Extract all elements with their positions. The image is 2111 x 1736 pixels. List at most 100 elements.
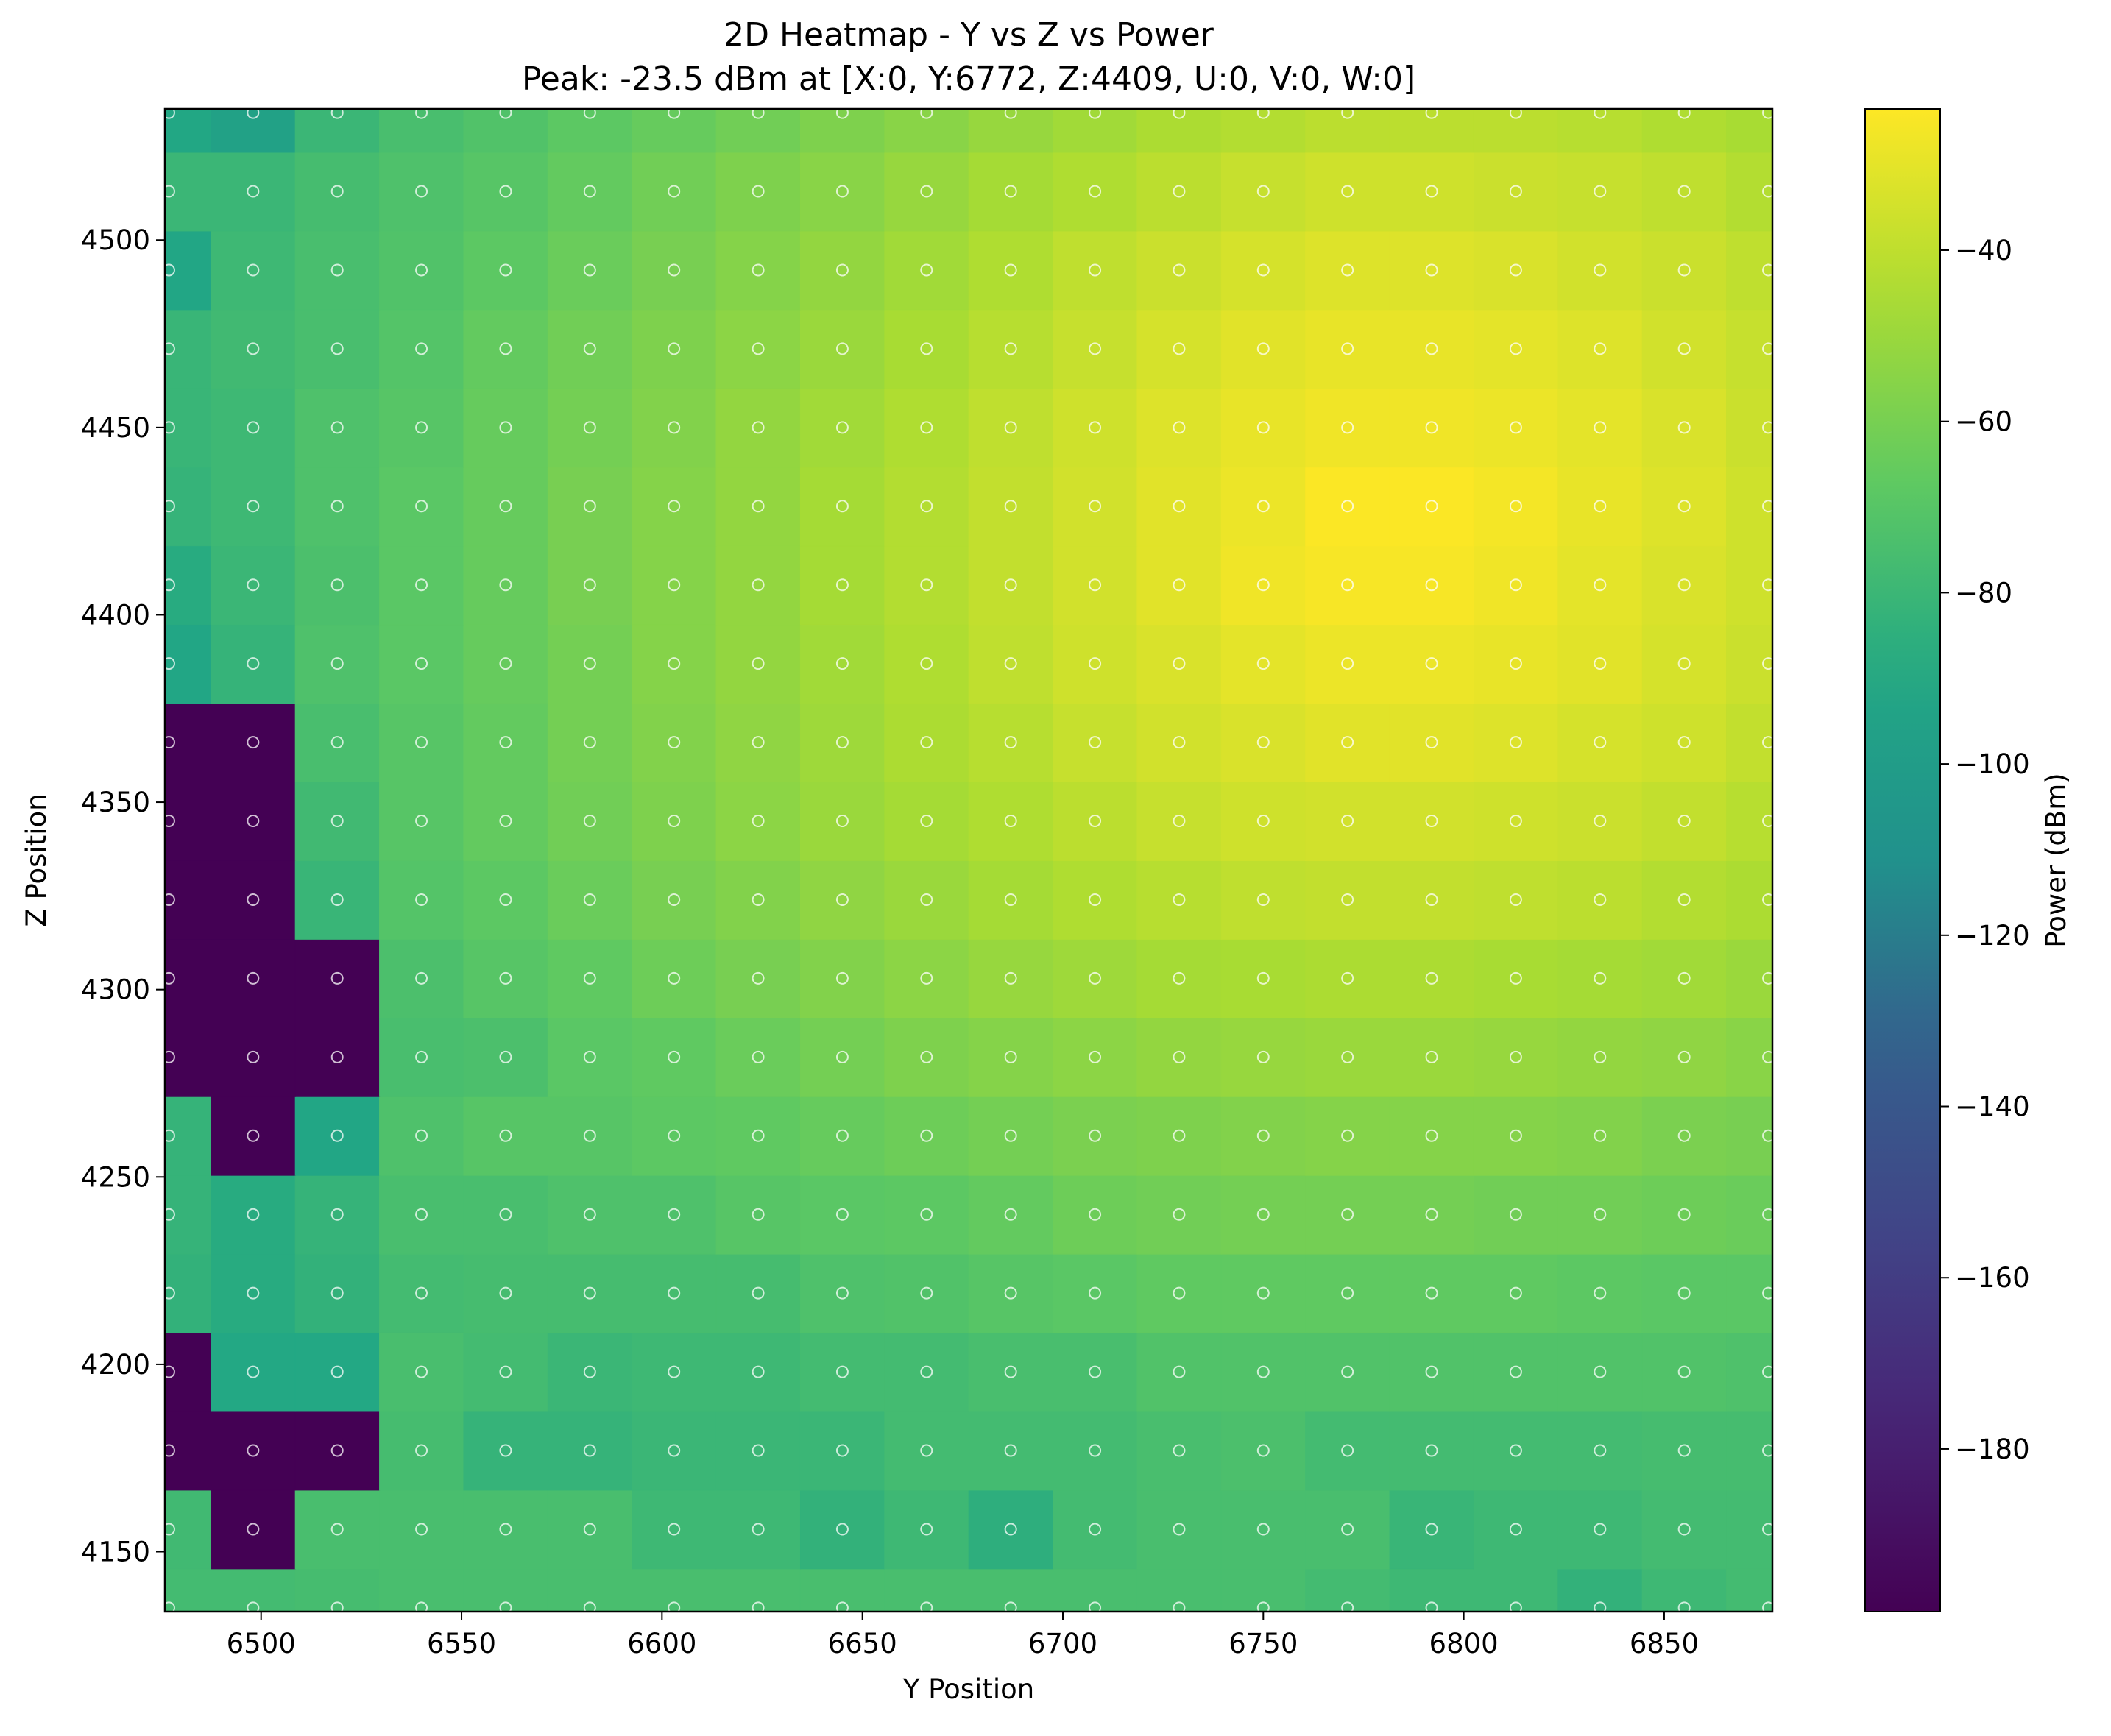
sample-marker (583, 185, 596, 198)
heatmap-cell (1053, 108, 1138, 153)
heatmap-cell (632, 1568, 717, 1612)
sample-marker (920, 815, 933, 828)
sample-marker (499, 893, 512, 906)
heatmap-cell (1220, 108, 1306, 153)
sample-marker (752, 1050, 765, 1063)
sample-marker (1762, 815, 1775, 828)
heatmap-cell (547, 781, 633, 861)
sample-marker (1509, 893, 1522, 906)
heatmap-cell (547, 467, 633, 547)
sample-marker (1509, 263, 1522, 277)
heatmap-cell (1473, 623, 1559, 704)
heatmap-cell (294, 388, 381, 468)
heatmap-cell (547, 545, 633, 626)
heatmap-cell (1726, 108, 1773, 153)
sample-marker (920, 1601, 933, 1615)
sample-marker (1425, 578, 1438, 592)
heatmap-cell (1136, 623, 1223, 704)
sample-marker (499, 1365, 512, 1378)
sample-marker (1594, 971, 1607, 985)
heatmap-cell (164, 781, 212, 861)
sample-marker (415, 185, 428, 198)
heatmap-cell (1473, 781, 1559, 861)
heatmap-cell (632, 545, 717, 626)
heatmap-cell (379, 938, 464, 1018)
heatmap-cell (379, 1568, 464, 1612)
heatmap-cell (164, 230, 212, 311)
heatmap-cell (294, 108, 381, 153)
sample-marker (1089, 971, 1102, 985)
heatmap-cell (1220, 623, 1306, 704)
heatmap-cell (1473, 938, 1559, 1018)
sample-marker (415, 1523, 428, 1536)
sample-marker (583, 1523, 596, 1536)
heatmap-cell (799, 1253, 885, 1333)
heatmap-cell (1726, 1411, 1773, 1491)
sample-marker (1762, 893, 1775, 906)
sample-marker (1762, 736, 1775, 749)
heatmap-cell (968, 1017, 1054, 1097)
sample-marker (1762, 1365, 1775, 1378)
x-tick-label: 6550 (427, 1628, 496, 1659)
sample-marker (1173, 578, 1186, 592)
heatmap-cell (1389, 781, 1475, 861)
plot-frame (163, 107, 1774, 1613)
sample-marker (330, 185, 344, 198)
heatmap-cell (884, 781, 969, 861)
sample-marker (247, 185, 260, 198)
heatmap-cell (1389, 1253, 1475, 1333)
sample-marker (1004, 1208, 1017, 1221)
heatmap-cell (463, 388, 549, 468)
heatmap-cell (1220, 1568, 1306, 1612)
heatmap-cell (884, 545, 969, 626)
heatmap-cell (211, 1175, 296, 1255)
sample-marker (330, 500, 344, 513)
heatmap-cell (632, 467, 717, 547)
y-tick-label: 4200 (81, 1349, 150, 1381)
heatmap-cell (1641, 781, 1728, 861)
heatmap-cell (1557, 309, 1643, 389)
heatmap-cell (463, 1332, 549, 1412)
sample-marker (162, 263, 175, 277)
x-tick-label: 6650 (828, 1628, 897, 1659)
heatmap-cell (799, 309, 885, 389)
heatmap-cell (1305, 1175, 1390, 1255)
heatmap-cell (1136, 702, 1223, 782)
heatmap-cell (379, 1253, 464, 1333)
heatmap-cell (1389, 467, 1475, 547)
heatmap-cell (1053, 1017, 1138, 1097)
heatmap-cell (211, 702, 296, 782)
heatmap-cell (294, 860, 381, 940)
sample-marker (583, 1365, 596, 1378)
sample-marker (1677, 106, 1691, 119)
sample-marker (752, 263, 765, 277)
heatmap-cell (1305, 388, 1390, 468)
heatmap-cell (1053, 702, 1138, 782)
sample-marker (330, 106, 344, 119)
sample-marker (247, 263, 260, 277)
sample-marker (1256, 893, 1270, 906)
sample-marker (1594, 1208, 1607, 1221)
y-tick-label: 4150 (81, 1537, 150, 1568)
sample-marker (1256, 971, 1270, 985)
sample-marker (668, 1444, 681, 1457)
sample-marker (835, 500, 849, 513)
sample-marker (330, 421, 344, 434)
sample-marker (415, 971, 428, 985)
sample-marker (415, 1286, 428, 1300)
heatmap-cell (547, 1411, 633, 1491)
sample-marker (1594, 106, 1607, 119)
sample-marker (247, 1523, 260, 1536)
heatmap-cell (379, 702, 464, 782)
sample-marker (1089, 1523, 1102, 1536)
heatmap-cell (1053, 623, 1138, 704)
sample-marker (1762, 106, 1775, 119)
sample-marker (1425, 500, 1438, 513)
sample-marker (1256, 342, 1270, 355)
heatmap-cell (715, 152, 802, 232)
sample-marker (162, 106, 175, 119)
sample-marker (835, 1365, 849, 1378)
heatmap-cell (1473, 1253, 1559, 1333)
sample-marker (1173, 1208, 1186, 1221)
heatmap-cell (164, 467, 212, 547)
